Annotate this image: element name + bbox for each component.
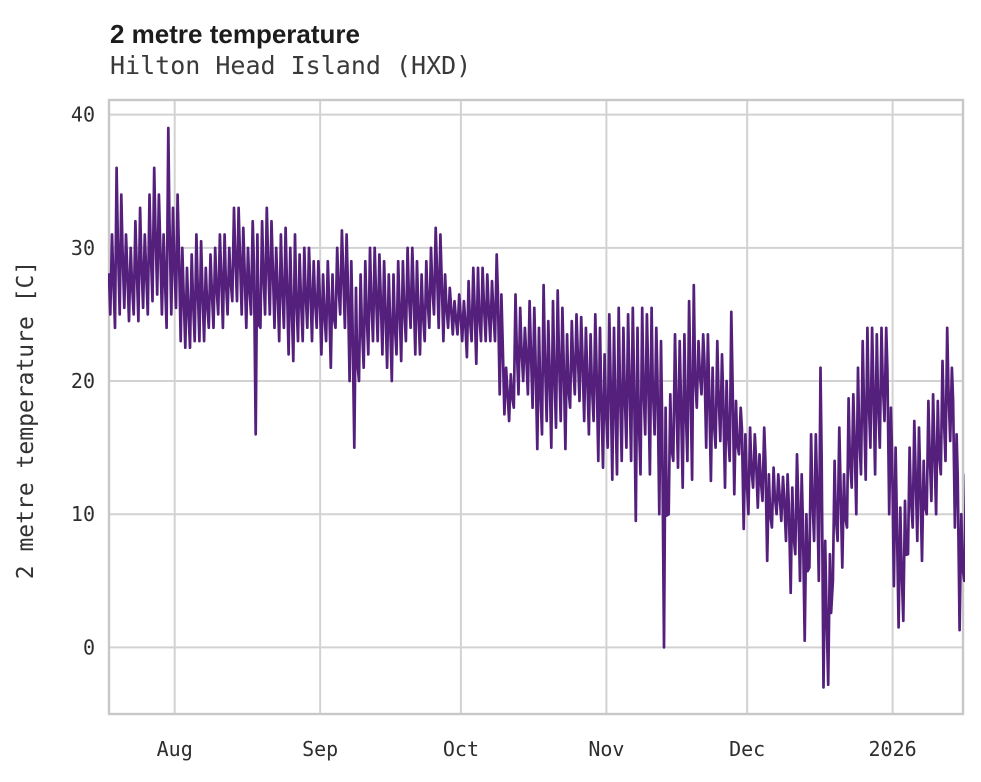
x-tick-label: Oct (443, 737, 479, 761)
y-axis-label: 2 metre temperature [C] (13, 261, 39, 580)
x-tick-label: Nov (588, 737, 624, 761)
plot-border (107, 98, 965, 716)
x-tick-label: Dec (729, 737, 765, 761)
chart-title: 2 metre temperature (110, 19, 360, 49)
y-tick-label: 10 (71, 502, 95, 526)
chart-subtitle: Hilton Head Island (HXD) (110, 51, 471, 80)
gridlines (107, 98, 965, 716)
y-tick-label: 20 (71, 369, 95, 393)
x-tick-label: Sep (302, 737, 338, 761)
y-tick-label: 40 (71, 103, 95, 127)
axis-tick-labels: 0 10 20 30 40 Aug Sep Oct Nov Dec 2026 (71, 103, 917, 761)
temperature-series (108, 126, 965, 689)
temperature-line (108, 126, 965, 689)
x-tick-label: Aug (157, 737, 193, 761)
y-tick-label: 30 (71, 236, 95, 260)
x-tick-label: 2026 (869, 737, 917, 761)
y-tick-label: 0 (83, 635, 95, 659)
